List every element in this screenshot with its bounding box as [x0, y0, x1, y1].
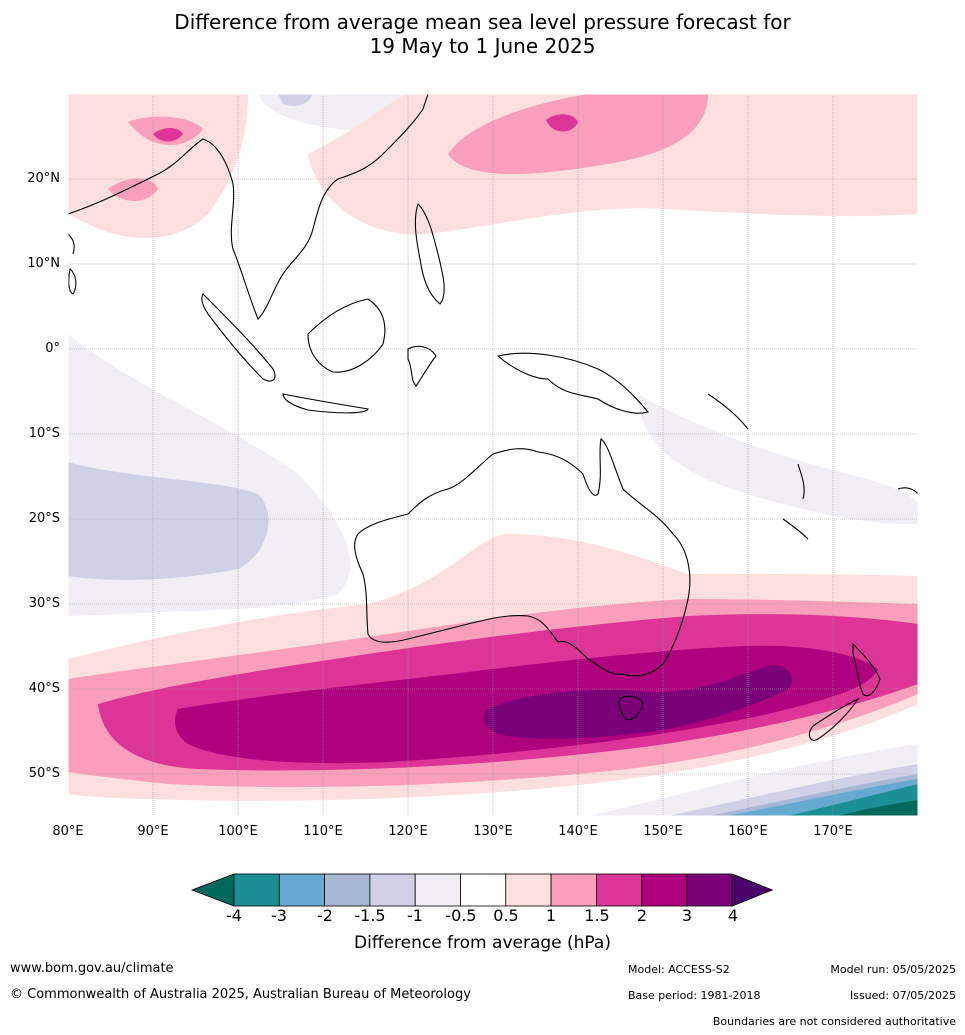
colorbar-extend-low: [190, 873, 235, 907]
map-title: Difference from average mean sea level p…: [0, 10, 965, 58]
coastlines: [68, 94, 918, 741]
vanuatu-coast: [797, 463, 805, 500]
lat-label-40s: 40°S: [28, 681, 60, 696]
cbar-tick-1: -3: [271, 906, 287, 925]
colorbar-swatch: [686, 873, 733, 907]
cbar-tick-6: 0.5: [493, 906, 519, 925]
lon-label-170e: 170°E: [813, 824, 853, 839]
lon-label-130e: 130°E: [473, 824, 513, 839]
java-coast: [282, 393, 369, 414]
field-neg-4-south: [838, 800, 918, 816]
cbar-tick-4: -1: [407, 906, 423, 925]
lat-label-30s: 30°S: [28, 596, 60, 611]
colorbar-swatch: [414, 873, 461, 907]
colorbar-swatch: [278, 873, 326, 907]
india-coast: [68, 233, 75, 255]
nz-south-coast: [808, 697, 860, 741]
colorbar-swatch: [595, 873, 643, 907]
field-neg-05-east: [638, 394, 918, 525]
lon-label-80e: 80°E: [52, 824, 84, 839]
cbar-tick-0: -4: [226, 906, 242, 925]
lat-label-50s: 50°S: [28, 766, 60, 781]
cbar-tick-2: -2: [317, 906, 333, 925]
field-pos-3-south: [483, 665, 792, 739]
field-pos-15-nw: [153, 128, 183, 142]
gridlines: [68, 94, 918, 816]
cbar-tick-8: 1.5: [584, 906, 610, 925]
lat-label-20s: 20°S: [28, 511, 60, 526]
lon-label-100e: 100°E: [218, 824, 258, 839]
footer-issued: Issued: 07/05/2025: [849, 989, 956, 1002]
cbar-tick-5: -0.5: [445, 906, 477, 925]
anomaly-fields: [68, 94, 918, 816]
cbar-tick-3: -1.5: [354, 906, 386, 925]
footer-base-period: Base period: 1981-2018: [628, 989, 761, 1002]
cbar-tick-10: 3: [681, 906, 693, 925]
colorbar-svg: [190, 873, 774, 907]
lon-label-90e: 90°E: [137, 824, 169, 839]
field-pos-15-north: [546, 114, 578, 132]
map-panel: [68, 94, 918, 816]
colorbar-swatch: [324, 873, 371, 907]
borneo-coast: [307, 298, 386, 373]
lon-label-150e: 150°E: [643, 824, 683, 839]
lat-label-10n: 10°N: [27, 256, 60, 271]
tasmania-coast: [618, 695, 644, 721]
srilanka-coast: [68, 267, 77, 295]
colorbar-swatch: [369, 873, 416, 907]
footer-copyright: © Commonwealth of Australia 2025, Austra…: [10, 987, 471, 1002]
sumatra-coast: [201, 293, 276, 382]
asia-coast: [68, 94, 429, 320]
colorbar: [190, 870, 780, 910]
colorbar-swatch: [460, 873, 507, 907]
footer-website[interactable]: www.bom.gov.au/climate: [10, 961, 174, 976]
cbar-tick-7: 1: [545, 906, 557, 925]
colorbar-swatch: [641, 873, 688, 907]
fiji-coast: [897, 487, 918, 495]
colorbar-swatch: [505, 873, 552, 907]
new-caledonia-coast: [782, 518, 809, 540]
lon-label-140e: 140°E: [558, 824, 598, 839]
field-pos-05-nw2: [308, 94, 918, 235]
lon-label-160e: 160°E: [728, 824, 768, 839]
cbar-tick-11: 4: [727, 906, 739, 925]
lon-label-120e: 120°E: [388, 824, 428, 839]
title-line-2: 19 May to 1 June 2025: [369, 34, 596, 58]
cbar-tick-9: 2: [636, 906, 648, 925]
field-neg-1-top: [278, 94, 313, 106]
lat-label-0: 0°: [45, 341, 60, 356]
lon-label-110e: 110°E: [303, 824, 343, 839]
colorbar-extend-high: [731, 873, 774, 907]
title-line-1: Difference from average mean sea level p…: [174, 10, 791, 34]
field-pos-05-north: [68, 94, 248, 238]
colorbar-swatch: [550, 873, 597, 907]
lat-label-20n: 20°N: [27, 171, 60, 186]
lat-label-10s: 10°S: [28, 426, 60, 441]
colorbar-swatches: [190, 873, 774, 907]
footer-disclaimer: Boundaries are not considered authoritat…: [712, 1015, 956, 1028]
colorbar-label: Difference from average (hPa): [354, 933, 611, 953]
sulawesi-coast: [407, 345, 437, 387]
colorbar-swatch: [233, 873, 280, 907]
field-pos-1-nw: [108, 178, 158, 202]
map-svg: [68, 94, 918, 816]
footer-model-run: Model run: 05/05/2025: [830, 963, 956, 976]
field-neg-1-west: [68, 462, 269, 580]
australia-coast: [354, 438, 691, 677]
nz-north-coast: [852, 642, 881, 697]
new-guinea-coast: [496, 352, 649, 414]
solomon-coast: [707, 393, 749, 430]
philippines-coast: [414, 202, 445, 305]
footer-model: Model: ACCESS-S2: [628, 963, 730, 976]
